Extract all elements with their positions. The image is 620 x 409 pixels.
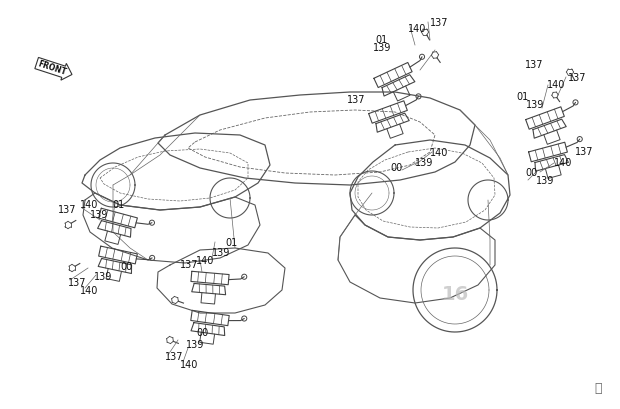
Text: 140: 140 [196, 256, 215, 266]
Text: 139: 139 [415, 158, 433, 168]
Text: 01: 01 [516, 92, 528, 102]
Text: 139: 139 [373, 43, 391, 53]
Text: 139: 139 [536, 176, 554, 186]
Text: 137: 137 [525, 60, 544, 70]
Text: 00: 00 [120, 262, 132, 272]
Text: 140: 140 [80, 286, 99, 296]
Text: 01: 01 [375, 35, 388, 45]
Text: 139: 139 [212, 248, 231, 258]
Text: 00: 00 [525, 168, 538, 178]
Text: 137: 137 [430, 18, 448, 28]
Text: 137: 137 [568, 73, 587, 83]
Text: 01: 01 [225, 238, 237, 248]
Text: 137: 137 [68, 278, 87, 288]
Text: 137: 137 [165, 352, 184, 362]
Text: 140: 140 [430, 148, 448, 158]
Text: 140: 140 [180, 360, 198, 370]
Text: 140: 140 [408, 24, 427, 34]
Text: 01: 01 [112, 200, 124, 210]
Text: 139: 139 [526, 100, 544, 110]
Text: 139: 139 [90, 210, 108, 220]
Text: Ⓦ: Ⓦ [594, 382, 602, 395]
Text: FRONT: FRONT [37, 59, 68, 77]
Text: 139: 139 [94, 272, 112, 282]
Text: 137: 137 [58, 205, 76, 215]
Text: 137: 137 [180, 260, 198, 270]
Text: 139: 139 [186, 340, 205, 350]
Text: 140: 140 [80, 200, 99, 210]
Text: 137: 137 [575, 147, 593, 157]
Text: 140: 140 [547, 80, 565, 90]
Text: 137: 137 [347, 95, 366, 105]
Text: 140: 140 [554, 158, 572, 168]
Text: 00: 00 [196, 328, 208, 338]
Text: 16: 16 [441, 285, 469, 304]
Text: 00: 00 [390, 163, 402, 173]
